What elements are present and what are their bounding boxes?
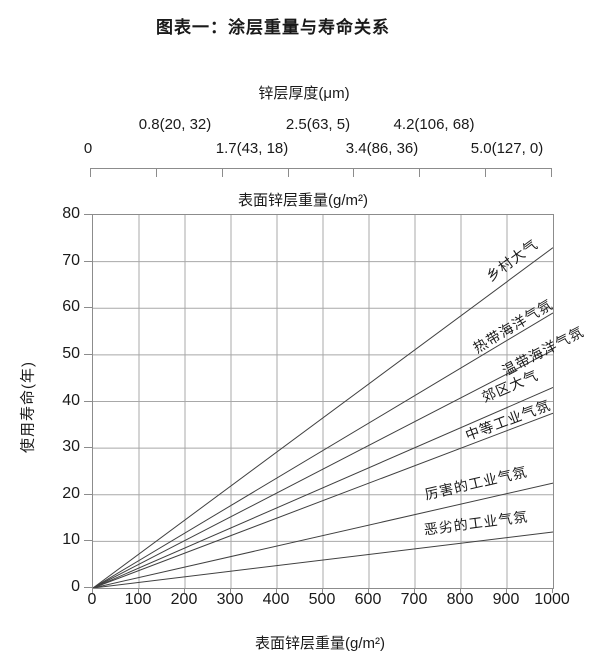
y-tick-label: 30 (62, 438, 80, 456)
y-tick-label: 0 (71, 578, 80, 595)
top-axis-title: 锌层厚度(μm) (258, 85, 350, 102)
x-tick-label: 400 (262, 591, 290, 608)
chart-title: 图表一：涂层重量与寿命关系 (156, 18, 390, 37)
series-line (92, 412, 554, 589)
x-tick-mark (552, 588, 553, 593)
plot-svg (92, 215, 554, 589)
series-line (92, 482, 554, 589)
x-tick-label: 600 (354, 591, 382, 608)
series-line (92, 387, 554, 589)
y-tick-label: 10 (62, 531, 80, 549)
y-tick-mark (84, 307, 92, 309)
x-tick-mark (230, 588, 231, 593)
top-axis-tick (551, 169, 552, 177)
top-scale-label: 0.8(20, 32) (138, 116, 212, 133)
series-line (92, 312, 554, 589)
x-axis-title: 表面锌层重量(g/m²) (255, 635, 385, 652)
x-tick-mark (368, 588, 369, 593)
top-axis-tick (288, 169, 289, 177)
plot-area (92, 214, 554, 589)
y-tick-label: 70 (62, 251, 80, 269)
x-tick-mark (460, 588, 461, 593)
y-tick-mark (84, 587, 92, 588)
x-tick-label: 100 (124, 591, 152, 608)
x-tick-mark (414, 588, 415, 593)
y-tick-label: 40 (62, 391, 80, 409)
y-axis-title: 使用寿命(年) (19, 361, 37, 453)
top-scale-label: 1.7(43, 18) (215, 140, 289, 157)
series-line (92, 531, 554, 589)
top-axis-tick (419, 169, 420, 177)
y-tick-label: 50 (62, 344, 80, 362)
series-line (92, 247, 554, 589)
top-scale-label: 5.0(127, 0) (470, 140, 544, 157)
x-tick-mark (322, 588, 323, 593)
x-tick-label: 500 (308, 591, 336, 608)
x-tick-label: 300 (216, 591, 244, 608)
y-tick-mark (84, 493, 92, 495)
y-tick-mark (84, 400, 92, 402)
x-tick-mark (276, 588, 277, 593)
y-tick-mark (84, 447, 92, 449)
y-tick-mark (84, 260, 92, 262)
y-tick-label: 60 (62, 298, 80, 316)
x-tick-label: 800 (446, 591, 474, 608)
x-tick-mark (138, 588, 139, 593)
x-tick-label: 200 (170, 591, 198, 608)
y-tick-mark (84, 214, 92, 215)
x-tick-label: 1000 (534, 591, 570, 608)
y-tick-label: 20 (62, 484, 80, 502)
top-scale-label: 2.5(63, 5) (285, 116, 351, 133)
top-axis-tick (90, 169, 91, 177)
x-tick-label: 0 (87, 591, 97, 608)
top-scale-label: 3.4(86, 36) (345, 140, 419, 157)
series-line (92, 349, 554, 589)
x-tick-mark (92, 588, 93, 593)
top-axis-line (90, 168, 552, 178)
top-axis-tick (156, 169, 157, 177)
top-axis-tick (222, 169, 223, 177)
x-tick-mark (506, 588, 507, 593)
top-axis-tick (353, 169, 354, 177)
y-tick-mark (84, 540, 92, 542)
top-weight-axis-label: 表面锌层重量(g/m²) (238, 192, 368, 209)
top-scale-label: 4.2(106, 68) (393, 116, 475, 133)
y-tick-mark (84, 353, 92, 355)
top-scale-label: 0 (83, 140, 93, 157)
x-tick-mark (184, 588, 185, 593)
x-tick-label: 700 (400, 591, 428, 608)
y-tick-label: 80 (62, 205, 80, 222)
top-axis-tick (485, 169, 486, 177)
x-tick-label: 900 (492, 591, 520, 608)
